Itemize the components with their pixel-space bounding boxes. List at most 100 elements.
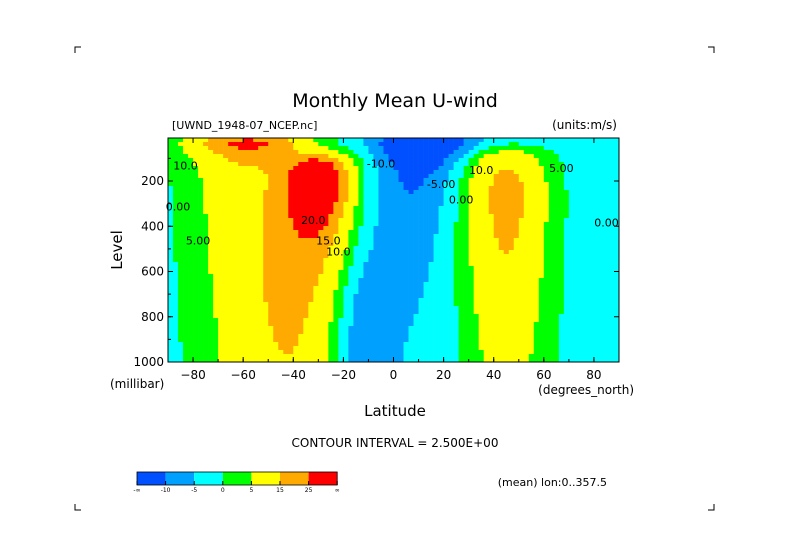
field-cell xyxy=(568,210,575,215)
field-cell xyxy=(273,234,279,239)
field-cell xyxy=(493,254,500,259)
field-cell xyxy=(398,186,404,191)
field-cell xyxy=(603,154,610,159)
field-cell xyxy=(328,338,334,343)
field-cell xyxy=(358,242,364,247)
field-cell xyxy=(393,158,399,163)
field-cell xyxy=(338,186,344,191)
field-cell xyxy=(218,234,224,239)
field-cell xyxy=(373,262,379,267)
field-cell xyxy=(513,338,520,343)
field-cell xyxy=(338,206,344,211)
field-cell xyxy=(298,342,304,347)
field-cell xyxy=(598,214,605,219)
field-cell xyxy=(448,138,454,143)
field-cell xyxy=(263,354,269,359)
field-cell xyxy=(263,246,269,251)
field-cell xyxy=(253,270,259,275)
field-cell xyxy=(478,290,484,295)
field-cell xyxy=(218,210,224,215)
field-cell xyxy=(523,230,530,235)
field-cell xyxy=(548,310,555,315)
field-cell xyxy=(363,158,369,163)
field-cell xyxy=(203,294,209,299)
field-cell xyxy=(423,258,429,263)
field-cell xyxy=(173,194,179,199)
field-cell xyxy=(578,298,585,303)
field-cell xyxy=(433,186,439,191)
field-cell xyxy=(323,226,329,231)
field-cell xyxy=(518,210,525,215)
field-cell xyxy=(328,158,334,163)
field-cell xyxy=(508,150,515,155)
field-cell xyxy=(318,190,324,195)
field-cell xyxy=(313,294,319,299)
field-cell xyxy=(333,222,339,227)
field-cell xyxy=(588,326,595,331)
field-cell xyxy=(318,246,324,251)
field-cell xyxy=(228,258,234,263)
field-cell xyxy=(583,226,590,231)
field-cell xyxy=(608,206,615,211)
field-cell xyxy=(193,250,199,255)
field-cell xyxy=(268,302,274,307)
field-cell xyxy=(258,222,264,227)
field-cell xyxy=(428,242,434,247)
field-cell xyxy=(498,222,505,227)
field-cell xyxy=(223,266,229,271)
field-cell xyxy=(568,258,575,263)
field-cell xyxy=(183,174,189,179)
field-cell xyxy=(533,302,540,307)
field-cell xyxy=(228,346,234,351)
field-cell xyxy=(223,158,229,163)
field-cell xyxy=(503,266,510,271)
field-cell xyxy=(508,298,515,303)
field-cell xyxy=(188,250,194,255)
field-cell xyxy=(333,138,339,143)
field-cell xyxy=(418,286,424,291)
field-cell xyxy=(258,350,264,355)
field-cell xyxy=(303,278,309,283)
field-cell xyxy=(303,150,309,155)
field-cell xyxy=(353,242,359,247)
field-cell xyxy=(258,302,264,307)
field-cell xyxy=(248,258,254,263)
field-cell xyxy=(428,306,434,311)
field-cell xyxy=(533,234,540,239)
field-cell xyxy=(388,142,394,147)
field-cell xyxy=(223,174,229,179)
field-cell xyxy=(208,338,214,343)
field-cell xyxy=(173,318,179,323)
field-cell xyxy=(423,266,429,271)
field-cell xyxy=(228,202,234,207)
field-cell xyxy=(613,222,620,227)
field-cell xyxy=(523,350,530,355)
field-cell xyxy=(343,282,349,287)
field-cell xyxy=(328,326,334,331)
field-cell xyxy=(308,218,314,223)
field-cell xyxy=(428,266,434,271)
field-cell xyxy=(198,278,204,283)
field-cell xyxy=(533,330,540,335)
field-cell xyxy=(368,226,374,231)
field-cell xyxy=(493,182,500,187)
field-cell xyxy=(173,218,179,223)
field-cell xyxy=(188,358,194,363)
field-cell xyxy=(168,326,174,331)
field-cell xyxy=(393,330,399,335)
field-cell xyxy=(233,174,239,179)
field-cell xyxy=(348,218,354,223)
field-cell xyxy=(523,158,530,163)
field-cell xyxy=(458,258,464,263)
field-cell xyxy=(383,318,389,323)
field-cell xyxy=(298,166,304,171)
field-cell xyxy=(498,334,505,339)
field-cell xyxy=(193,146,199,151)
field-cell xyxy=(228,214,234,219)
field-cell xyxy=(253,250,259,255)
field-cell xyxy=(223,258,229,263)
field-cell xyxy=(503,194,510,199)
field-cell xyxy=(428,326,434,331)
field-cell xyxy=(418,350,424,355)
field-cell xyxy=(368,298,374,303)
